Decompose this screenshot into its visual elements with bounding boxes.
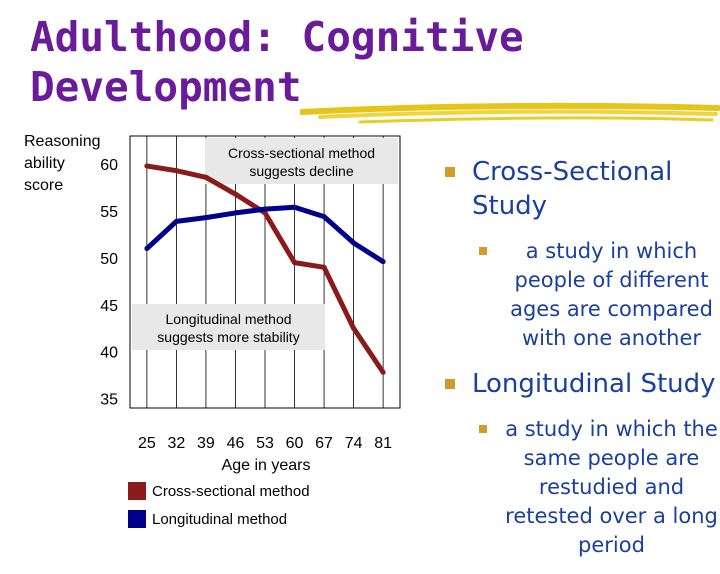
y-axis-label-line-1: Reasoning — [24, 133, 101, 150]
title-underline-swoosh — [300, 102, 720, 124]
legend: Cross-sectional method Longitudinal metho… — [128, 482, 310, 528]
bullet-cross-sectional: Cross-Sectional Study — [445, 155, 720, 223]
data-point-longitudinal-81 — [380, 259, 386, 265]
slide-title: Adulthood: Cognitive Development — [30, 12, 570, 112]
sub-bullet-longitudinal: a study in which the same people are res… — [445, 415, 720, 560]
y-tick-label-60: 60 — [100, 157, 118, 174]
x-tick-label-67: 67 — [315, 435, 333, 452]
x-tick-label-25: 25 — [138, 435, 156, 452]
x-tick-label-53: 53 — [256, 435, 274, 452]
bullet-list: Cross-Sectional Study a study in which p… — [445, 155, 720, 574]
y-tick-label-50: 50 — [100, 251, 118, 268]
sub-bullet-text: a study in which people of different age… — [510, 239, 713, 350]
legend-label-longitudinal: Longitudinal method — [152, 511, 287, 528]
y-tick-label-35: 35 — [100, 392, 118, 409]
annotation-box — [205, 138, 398, 184]
y-axis-label-line-2: ability — [24, 155, 65, 172]
data-point-longitudinal-32 — [173, 218, 179, 224]
y-tick-label-40: 40 — [100, 345, 118, 362]
sub-bullet-text: a study in which the same people are res… — [505, 417, 718, 557]
data-point-longitudinal-74 — [351, 240, 357, 246]
data-point-longitudinal-60 — [292, 204, 298, 210]
data-point-longitudinal-53 — [262, 206, 268, 212]
data-point-cross-sectional-46 — [232, 191, 238, 197]
title-line-2: Development — [30, 63, 302, 111]
annotation-1: Cross-sectional method suggests decline — [205, 138, 398, 184]
bullet-marker-icon — [445, 379, 455, 389]
data-point-cross-sectional-39 — [203, 174, 209, 180]
data-point-longitudinal-39 — [203, 215, 209, 221]
data-point-cross-sectional-32 — [173, 168, 179, 174]
data-point-cross-sectional-25 — [144, 163, 150, 169]
y-axis-label: Reasoning ability score — [24, 133, 101, 194]
annotation-2: Longitudinal method suggests more stabili… — [132, 304, 325, 350]
annotation-box — [132, 304, 325, 350]
annotation-text-line-2: suggests decline — [249, 163, 354, 179]
annotation-text-line-1: Cross-sectional method — [228, 145, 375, 161]
x-tick-label-46: 46 — [227, 435, 245, 452]
data-point-longitudinal-67 — [321, 214, 327, 220]
annotation-text-line-1: Longitudinal method — [165, 311, 291, 327]
y-tick-label-45: 45 — [100, 298, 118, 315]
x-tick-label-60: 60 — [286, 435, 304, 452]
x-tick-label-32: 32 — [168, 435, 186, 452]
series-lines — [144, 163, 386, 375]
chart-annotations: Cross-sectional method suggests decline Lo… — [132, 138, 398, 350]
x-axis-label: Age in years — [222, 457, 311, 474]
reasoning-chart: Reasoning ability score Cross-sectional … — [24, 133, 401, 528]
legend-label-cross-sectional: Cross-sectional method — [152, 483, 310, 500]
bullet-heading: Cross-Sectional Study — [472, 157, 673, 221]
x-tick-labels: 25 32 39 46 53 60 67 74 81 — [138, 435, 392, 452]
sub-bullet-cross-sectional: a study in which people of different age… — [445, 237, 720, 353]
bullet-heading: Longitudinal Study — [472, 369, 716, 399]
data-point-longitudinal-46 — [232, 210, 238, 216]
sub-bullet-marker-icon — [479, 247, 487, 255]
bullet-marker-icon — [445, 167, 455, 177]
y-tick-labels: 35 40 45 50 55 60 — [100, 157, 118, 408]
title-line-1: Adulthood: Cognitive — [30, 13, 524, 61]
data-point-cross-sectional-67 — [321, 264, 327, 270]
data-point-cross-sectional-60 — [292, 260, 298, 266]
x-tick-label-74: 74 — [345, 435, 363, 452]
sub-bullet-marker-icon — [479, 425, 487, 433]
data-point-longitudinal-25 — [144, 246, 150, 252]
legend-swatch-cross-sectional — [128, 482, 146, 500]
data-point-cross-sectional-81 — [380, 369, 386, 375]
x-tick-label-81: 81 — [374, 435, 392, 452]
legend-swatch-longitudinal — [128, 510, 146, 528]
annotation-text-line-2: suggests more stability — [157, 329, 299, 345]
data-point-cross-sectional-74 — [351, 325, 357, 331]
x-tick-label-39: 39 — [197, 435, 215, 452]
bullet-longitudinal: Longitudinal Study — [445, 367, 720, 401]
y-axis-label-line-3: score — [24, 177, 63, 194]
y-tick-label-55: 55 — [100, 204, 118, 221]
